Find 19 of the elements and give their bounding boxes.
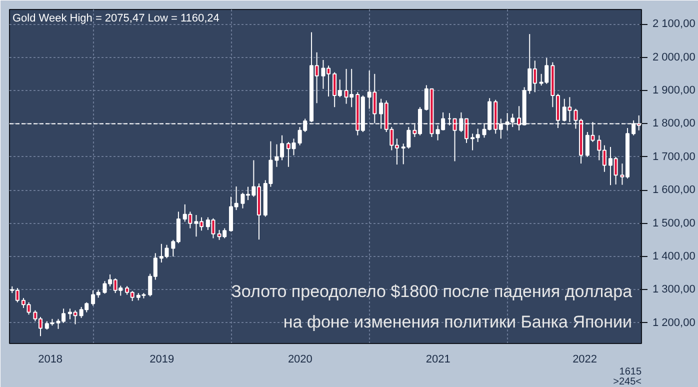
y-tick-label: 1 900,00 [652,84,696,97]
x-tick-label: 2021 [426,354,450,366]
y-tick-label: 1 600,00 [652,184,696,196]
y-tick-label: 1 400,00 [652,250,696,263]
x-tick-label: 2018 [38,354,63,366]
annotation: Золото преодолело $1800 после падения доллара на фоне изменения политики Банка Японии [231,282,633,332]
x-tick-label: 2020 [288,354,312,366]
ref-line-label: 1 800,00 [652,118,696,130]
y-tick-label: 1 500,00 [652,217,696,230]
text: 1615 [619,366,642,378]
y-tick-label: 1 700,00 [652,150,696,163]
y-tick-label: 1 200,00 [652,316,696,329]
y-tick-label: 2 100,00 [652,18,696,30]
y-tick-label: 1 300,00 [652,284,696,296]
chart-title: Gold Week High = 2075,47 Low = 1160,24 [12,12,220,24]
text: >245< [613,376,642,387]
y-tick-label: 2 000,00 [652,51,696,64]
x-tick-label: 2019 [150,354,174,366]
x-tick-label: 2022 [572,354,598,366]
